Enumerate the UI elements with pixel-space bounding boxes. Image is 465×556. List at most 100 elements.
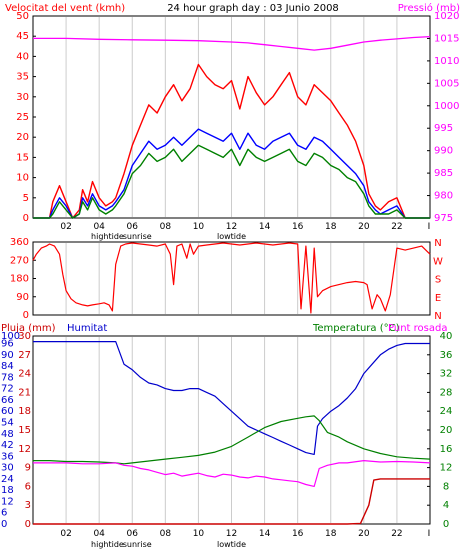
wind-y-tick: 0 xyxy=(23,213,29,224)
x-tick-label: 12 xyxy=(226,222,237,232)
pressure-axis-title: Pressió (mb) xyxy=(398,2,460,14)
dewpoint-series-line xyxy=(33,460,431,487)
rain-y-tick: 12 xyxy=(18,444,31,455)
pressure-y-tick: 995 xyxy=(434,123,453,134)
pressure-y-tick: 980 xyxy=(434,191,453,202)
x-tick-label: 02 xyxy=(60,222,71,232)
rain-y-tick: 6 xyxy=(25,481,31,492)
wind-y-tick: 20 xyxy=(16,132,29,143)
direction-y-tick: 270 xyxy=(10,255,29,266)
temperature-y-tick: 28 xyxy=(440,387,453,398)
humidity-y-tick: 6 xyxy=(1,508,7,519)
humidity-series-line xyxy=(33,341,430,455)
humidity-y-tick: 24 xyxy=(1,474,14,485)
x-tick-label: 22 xyxy=(391,222,402,232)
humidity-y-tick: 84 xyxy=(1,361,14,372)
humidity-y-tick: 36 xyxy=(1,451,14,462)
wind-y-tick: 35 xyxy=(16,72,29,83)
x-tick-label: 04 xyxy=(93,222,105,232)
x-tick-label: I xyxy=(428,529,431,539)
humidity-y-tick: 66 xyxy=(1,395,14,406)
rain-y-tick: 30 xyxy=(18,331,31,342)
direction-series-line xyxy=(32,242,431,314)
rain-y-tick: 0 xyxy=(25,519,31,530)
temperature-y-tick: 40 xyxy=(440,331,453,342)
temperature-y-tick: 32 xyxy=(440,369,453,380)
wind-y-tick: 40 xyxy=(16,51,29,62)
temperature-y-tick: 24 xyxy=(440,406,453,417)
temperature-y-tick: 0 xyxy=(443,519,449,530)
x-tick-label: 06 xyxy=(127,222,139,232)
legend-dewpoint: Punt rosada xyxy=(388,323,447,334)
compass-label: E xyxy=(435,293,441,304)
legend-temperature: Temperatura (°C) xyxy=(312,323,400,334)
x-tick-label: 16 xyxy=(292,222,304,232)
rain-y-tick: 24 xyxy=(18,369,31,380)
legend-humidity: Humitat xyxy=(67,323,107,334)
chart-layers: 0510152025303540455097598098599099510001… xyxy=(1,11,459,549)
humidity-y-tick: 90 xyxy=(1,350,14,361)
humidity-y-tick: 96 xyxy=(1,339,14,350)
direction-y-tick: 0 xyxy=(23,310,29,321)
pressure-y-tick: 1005 xyxy=(434,78,459,89)
legend-rain: Pluja (mm) xyxy=(1,323,56,334)
temperature-y-tick: 20 xyxy=(440,425,453,436)
x-tick-label: 08 xyxy=(160,222,172,232)
rain-y-tick: 3 xyxy=(25,500,31,511)
humidity-y-tick: 42 xyxy=(1,440,14,451)
x-tick-label: 14 xyxy=(259,222,271,232)
x-tick-label: 10 xyxy=(193,529,205,539)
humidity-y-tick: 30 xyxy=(1,463,14,474)
x-tick-label: 18 xyxy=(325,222,337,232)
humidity-y-tick: 78 xyxy=(1,372,14,383)
event-label: hightide xyxy=(91,232,124,241)
pressure-y-tick: 1020 xyxy=(434,11,459,22)
x-tick-label: 10 xyxy=(193,222,205,232)
rain-y-tick: 21 xyxy=(18,387,31,398)
event-label: lowtide xyxy=(217,232,246,241)
compass-label: S xyxy=(435,275,441,286)
x-tick-label: 14 xyxy=(259,529,271,539)
temperature-y-tick: 4 xyxy=(443,500,449,511)
wind-axis-title: Velocitat del vent (kmh) xyxy=(5,3,125,14)
pressure-y-tick: 1015 xyxy=(434,33,459,44)
x-tick-label: 16 xyxy=(292,529,304,539)
wind-y-tick: 25 xyxy=(16,112,29,123)
rain-y-tick: 27 xyxy=(18,350,31,361)
wind-y-tick: 5 xyxy=(23,193,29,204)
x-tick-label: 22 xyxy=(391,529,402,539)
x-tick-label: 08 xyxy=(160,529,172,539)
x-tick-label: 18 xyxy=(325,529,337,539)
wind-y-tick: 10 xyxy=(16,173,29,184)
humidity-y-tick: 72 xyxy=(1,384,14,395)
graph-title: 24 hour graph day : 03 Junio 2008 xyxy=(167,3,339,14)
green-series-line xyxy=(33,144,430,219)
pressure-y-tick: 975 xyxy=(434,213,453,224)
x-tick-label: 06 xyxy=(127,529,139,539)
event-label: sunrise xyxy=(123,540,152,549)
humidity-y-tick: 60 xyxy=(1,406,14,417)
x-tick-label: 02 xyxy=(60,529,71,539)
humidity-y-tick: 100 xyxy=(1,331,20,342)
rain-y-tick: 15 xyxy=(18,425,31,436)
humidity-y-tick: 54 xyxy=(1,417,14,428)
humidity-y-tick: 12 xyxy=(1,496,14,507)
x-tick-label: 04 xyxy=(93,529,105,539)
direction-y-tick: 180 xyxy=(10,274,29,285)
pressure-y-tick: 1010 xyxy=(434,56,459,67)
pressure-series-line xyxy=(33,35,431,51)
compass-label: N xyxy=(434,238,441,249)
avg-series-line xyxy=(33,128,430,219)
event-label: lowtide xyxy=(217,540,246,549)
x-tick-label: 20 xyxy=(358,222,370,232)
x-tick-label: 12 xyxy=(226,529,237,539)
x-tick-label: I xyxy=(428,222,431,232)
wind-y-tick: 50 xyxy=(16,11,29,22)
wind-y-tick: 45 xyxy=(16,31,29,42)
event-label: hightide xyxy=(91,540,124,549)
humidity-y-tick: 0 xyxy=(1,519,7,530)
gust-series-line xyxy=(33,63,430,219)
pressure-y-tick: 990 xyxy=(434,146,453,157)
rain-y-tick: 9 xyxy=(25,463,31,474)
